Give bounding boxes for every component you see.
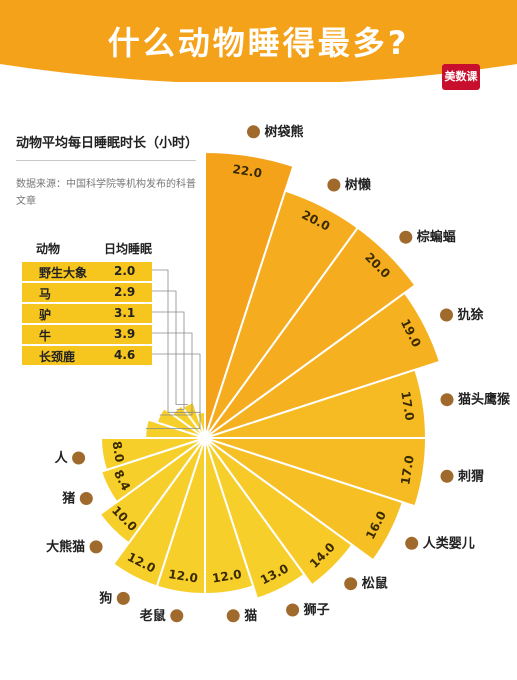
bar-person: [99, 437, 206, 472]
bar-lion: [204, 437, 306, 600]
category-label: 人类婴儿: [423, 535, 475, 551]
table-cell-animal: 野生大象: [39, 266, 88, 280]
table-cell-value: 2.9: [114, 285, 136, 299]
value-label: 22.0: [231, 162, 262, 180]
bar-baby: [204, 437, 405, 562]
bar-bat: [204, 226, 417, 439]
category-label: 松鼠: [362, 576, 388, 592]
category-label: 老鼠: [139, 608, 166, 624]
value-label: 17.0: [398, 454, 416, 485]
table-cell-animal: 牛: [39, 329, 52, 343]
title-banner: 什么动物睡得最多?: [0, 0, 517, 82]
banner-shape: [0, 0, 517, 82]
category-label: 犰狳: [458, 307, 484, 323]
category-label: 树懒: [345, 177, 371, 193]
category-label: 猫头鹰猴: [458, 392, 511, 408]
squirrel-icon: [343, 576, 359, 592]
bar-koala: [204, 150, 295, 439]
category-label: 人: [55, 450, 69, 466]
cat-icon: [225, 608, 241, 624]
category-label: 猫: [244, 608, 257, 624]
value-label: 17.0: [398, 390, 416, 421]
table-row: 野生大象 2.0: [22, 262, 152, 281]
table-cell-value: 3.1: [114, 306, 136, 320]
table-row: 牛 3.9: [22, 325, 152, 344]
table-cell-value: 3.9: [114, 327, 136, 341]
category-label: 大熊猫: [46, 539, 85, 555]
bar-pig: [99, 437, 206, 504]
category-label: 狗: [99, 590, 112, 606]
baby-icon: [404, 535, 420, 551]
hedgehog-icon: [439, 468, 455, 484]
sloth-icon: [326, 177, 342, 193]
value-label: 12.0: [167, 567, 198, 585]
bar-dog: [111, 437, 206, 588]
table-cell-animal: 长颈鹿: [39, 350, 76, 364]
table-header-sleep: 日均睡眠: [104, 242, 153, 256]
value-label: 12.0: [211, 567, 242, 585]
panda-icon: [88, 539, 104, 555]
armadillo-icon: [439, 307, 454, 323]
bat-icon: [398, 229, 414, 245]
low-sleep-table: 动物 日均睡眠 野生大象 2.0 马 2.9 驴 3.1 牛 3.9 长颈鹿 4…: [22, 240, 152, 367]
table-row: 长颈鹿 4.6: [22, 346, 152, 365]
category-label: 棕蝙蝠: [416, 229, 456, 245]
lion-icon: [285, 602, 301, 618]
table-cell-animal: 驴: [39, 308, 52, 322]
pig-icon: [78, 491, 94, 506]
category-label: 猪: [61, 491, 75, 507]
koala-icon: [246, 124, 261, 140]
value-label: 8.0: [110, 440, 127, 463]
table-cell-value: 4.6: [114, 348, 136, 362]
data-source: 数据来源：中国科学院等机构发布的科普文章: [16, 179, 196, 207]
monkey-icon: [439, 392, 455, 408]
table-cell-animal: 马: [39, 287, 52, 301]
leader-line: [152, 332, 193, 416]
mouse-icon: [169, 608, 185, 624]
table-cell-value: 2.0: [114, 264, 136, 278]
divider: [16, 160, 196, 161]
table-header: 动物 日均睡眠: [22, 240, 152, 262]
table-row: 驴 3.1: [22, 304, 152, 323]
table-header-animal: 动物: [36, 242, 61, 256]
brand-logo: 美数课: [442, 64, 480, 90]
category-label: 树袋熊: [265, 124, 304, 140]
chart-subtitle: 动物平均每日睡眠时长（小时）: [16, 136, 199, 151]
bar-squirrel: [204, 437, 354, 587]
dog-icon: [115, 590, 131, 606]
category-label: 刺猬: [458, 468, 484, 484]
leader-line: [152, 290, 188, 405]
bar-panda: [98, 437, 206, 545]
leader-line: [152, 269, 201, 413]
table-row: 马 2.9: [22, 283, 152, 302]
category-label: 狮子: [303, 602, 330, 618]
page-title: 什么动物睡得最多?: [107, 24, 410, 62]
bar-armadillo: [204, 291, 442, 439]
bar-elephant: [195, 410, 206, 439]
bar-group: [98, 150, 442, 600]
person-icon: [71, 450, 87, 466]
